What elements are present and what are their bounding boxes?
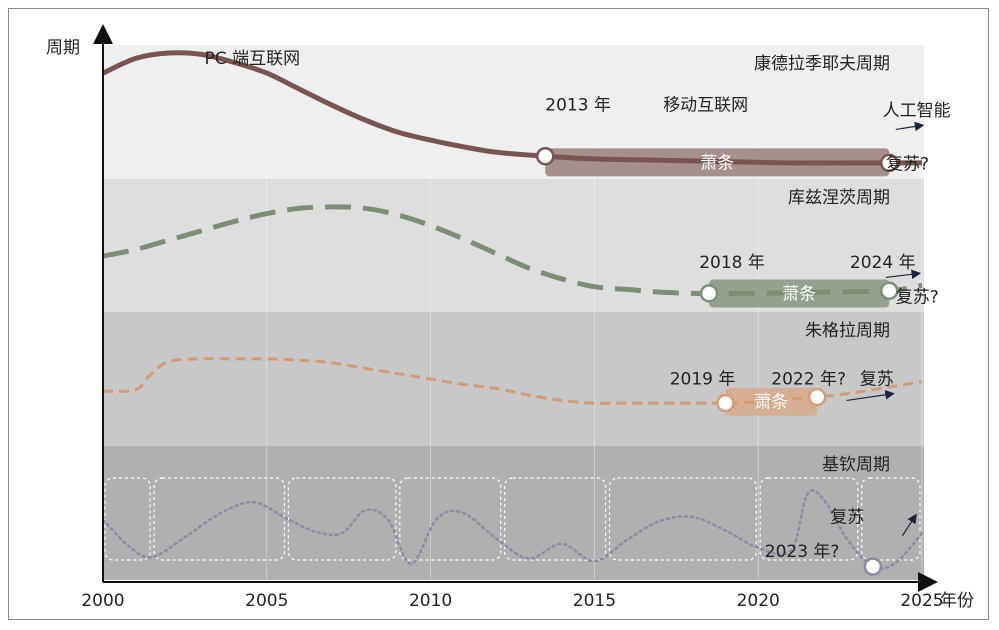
x-tick-label: 2005 (245, 591, 288, 611)
band-2-title: 库兹涅茨周期 (788, 188, 890, 208)
x-axis-label: 年份 (940, 591, 974, 611)
depression-period (725, 387, 818, 416)
band-4-background (103, 446, 924, 580)
band-3-background (103, 312, 924, 446)
x-tick-label: 2020 (737, 591, 780, 611)
chart-frame (8, 8, 989, 620)
annotation-label: 2023 年? (765, 542, 840, 562)
annotation-label: 复苏 (830, 507, 864, 527)
bands-layer (102, 45, 924, 580)
axis-layer: 周期 年份 2000 2005 2010 2015 2020 2025 (46, 24, 974, 611)
depression-label: 萧条 (782, 285, 816, 305)
x-tick-label: 2000 (81, 591, 124, 611)
trend-arrow (885, 269, 922, 280)
cycle-marker (699, 284, 719, 303)
cycle-marker (716, 393, 735, 413)
trend-arrow (901, 513, 917, 537)
annotation-label: 2013 年 (545, 96, 611, 116)
annotation-label: 复苏? (896, 288, 939, 308)
band-4-title: 基钦周期 (822, 455, 890, 475)
band-1-curve (101, 50, 922, 166)
cycle-box (608, 477, 757, 561)
trend-arrow (895, 121, 925, 132)
cycle-marker (863, 557, 883, 576)
cycle-marker (536, 146, 555, 166)
depression-label: 萧条 (754, 393, 788, 413)
band-1-title: 康德拉季耶夫周期 (754, 54, 890, 74)
series-layer (101, 50, 924, 576)
depression-label: 萧条 (700, 153, 734, 173)
cycle-marker (879, 153, 899, 173)
annotation-label: 2022 年? (771, 369, 846, 389)
cycle-box (287, 477, 397, 561)
band-2-curve (102, 204, 923, 296)
annotation-label: 复苏? (886, 155, 929, 175)
cycle-box (759, 477, 859, 561)
cycle-marker (879, 281, 899, 300)
label-layer: 康德拉季耶夫周期萧条PC 端互联网2013 年移动互联网 人工智能复苏?库兹涅茨周… (205, 49, 951, 562)
depression-period (709, 279, 890, 308)
annotation-label: 人工智能 (883, 101, 951, 121)
cycle-box (399, 477, 502, 561)
annotation-label: 2018 年 (699, 253, 765, 273)
cycle-box (504, 477, 607, 561)
x-tick-label: 2015 (573, 591, 616, 611)
x-tick-label: 2010 (409, 591, 452, 611)
band-3-title: 朱格拉周期 (805, 321, 890, 341)
band-3-curve (102, 357, 923, 405)
annotation-label: PC 端互联网 (205, 49, 301, 69)
band-4-curve (101, 489, 924, 570)
annotation-label: 2024 年 (850, 253, 916, 273)
y-axis-label: 周期 (46, 38, 80, 58)
cycle-box (104, 477, 151, 561)
annotation-label: 复苏 (860, 369, 894, 389)
annotation-label: 移动互联网 (663, 96, 748, 116)
cycle-marker (807, 387, 827, 407)
annotation-label: 2019 年 (670, 369, 736, 389)
trend-arrow (846, 390, 895, 402)
x-tick-label: 2025 (900, 591, 943, 611)
